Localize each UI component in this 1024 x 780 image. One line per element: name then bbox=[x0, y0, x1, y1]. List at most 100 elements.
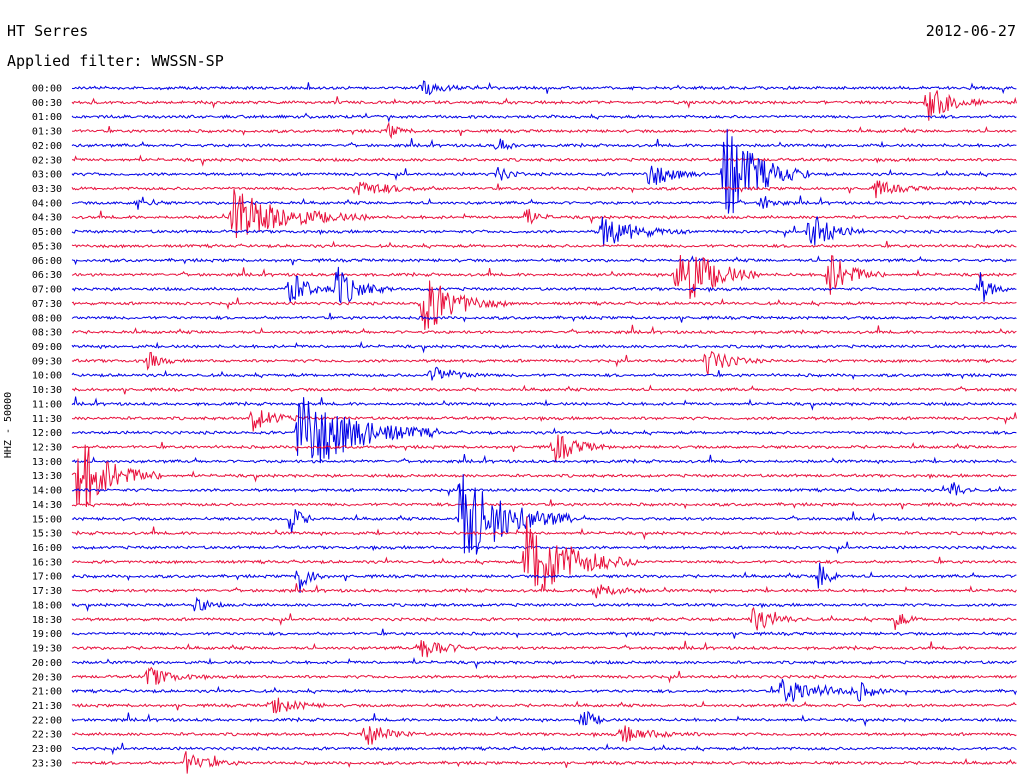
trace-row bbox=[71, 482, 1017, 497]
trace-row bbox=[71, 280, 1017, 330]
trace-row bbox=[71, 410, 1017, 432]
trace-row bbox=[71, 541, 1017, 555]
row-labels: 00:00 00:30 01:00 01:30 02:00 02:30 03:00 03:30… bbox=[32, 84, 62, 770]
row-label: 21:00 bbox=[32, 687, 62, 698]
row-label: 20:00 bbox=[32, 658, 62, 669]
row-label: 10:00 bbox=[32, 371, 62, 382]
trace-row bbox=[71, 526, 1017, 541]
trace-row bbox=[71, 90, 1017, 121]
trace-row bbox=[71, 180, 1017, 199]
row-label: 02:00 bbox=[32, 141, 62, 152]
row-label: 17:30 bbox=[32, 586, 62, 597]
trace-row bbox=[71, 474, 1017, 555]
trace-row bbox=[71, 640, 1017, 658]
row-label: 22:30 bbox=[32, 730, 62, 741]
row-label: 14:00 bbox=[32, 486, 62, 497]
row-label: 15:00 bbox=[32, 514, 62, 525]
seismic-traces bbox=[71, 80, 1017, 774]
trace-row bbox=[71, 751, 1017, 774]
row-label: 07:00 bbox=[32, 285, 62, 296]
trace-row bbox=[71, 434, 1017, 463]
row-label: 18:30 bbox=[32, 615, 62, 626]
trace-row bbox=[71, 562, 1017, 593]
trace-row bbox=[71, 351, 1017, 375]
row-label: 23:00 bbox=[32, 744, 62, 755]
row-label: 19:30 bbox=[32, 644, 62, 655]
trace-row bbox=[71, 725, 1017, 745]
trace-row bbox=[71, 240, 1017, 250]
row-label: 19:00 bbox=[32, 629, 62, 640]
trace-row bbox=[71, 80, 1017, 96]
trace-row bbox=[71, 666, 1017, 685]
row-label: 11:00 bbox=[32, 399, 62, 410]
row-label: 08:00 bbox=[32, 313, 62, 324]
trace-row bbox=[71, 396, 1017, 411]
trace-row bbox=[71, 656, 1017, 670]
row-label: 16:00 bbox=[32, 543, 62, 554]
trace-row bbox=[71, 312, 1017, 323]
row-label: 14:30 bbox=[32, 500, 62, 511]
trace-row bbox=[71, 444, 1017, 508]
record-date: 2012-06-27 bbox=[925, 22, 1016, 40]
row-label: 08:30 bbox=[32, 328, 62, 339]
row-label: 07:30 bbox=[32, 299, 62, 310]
trace-row bbox=[71, 384, 1017, 395]
row-label: 13:00 bbox=[32, 457, 62, 468]
trace-row bbox=[71, 195, 1017, 210]
trace-row bbox=[71, 454, 1017, 465]
row-label: 12:00 bbox=[32, 428, 62, 439]
trace-row bbox=[71, 516, 1017, 590]
trace-row bbox=[71, 583, 1017, 599]
row-label: 23:30 bbox=[32, 758, 62, 769]
trace-row bbox=[71, 112, 1017, 123]
row-label: 09:30 bbox=[32, 356, 62, 367]
row-label: 06:00 bbox=[32, 256, 62, 267]
row-label: 22:00 bbox=[32, 715, 62, 726]
row-label: 04:00 bbox=[32, 198, 62, 209]
trace-row bbox=[71, 138, 1017, 151]
trace-row bbox=[71, 216, 1017, 247]
trace-row bbox=[71, 499, 1017, 510]
row-label: 13:30 bbox=[32, 471, 62, 482]
row-label: 17:00 bbox=[32, 572, 62, 583]
row-label: 12:30 bbox=[32, 443, 62, 454]
row-label: 18:00 bbox=[32, 600, 62, 611]
trace-row bbox=[71, 128, 1017, 214]
trace-row bbox=[71, 255, 1017, 266]
row-label: 03:00 bbox=[32, 170, 62, 181]
station-name: HT Serres bbox=[7, 22, 89, 40]
trace-row bbox=[71, 266, 1017, 304]
row-label: 20:30 bbox=[32, 672, 62, 683]
trace-row bbox=[71, 340, 1017, 354]
row-label: 03:30 bbox=[32, 184, 62, 195]
row-label: 06:30 bbox=[32, 270, 62, 281]
trace-row bbox=[71, 628, 1017, 639]
row-label: 00:30 bbox=[32, 98, 62, 109]
filter-label: Applied filter: WWSSN-SP bbox=[7, 52, 224, 70]
trace-row bbox=[71, 606, 1017, 631]
row-label: 01:00 bbox=[32, 112, 62, 123]
row-label: 16:30 bbox=[32, 557, 62, 568]
trace-row bbox=[71, 254, 1017, 299]
trace-row bbox=[71, 710, 1017, 727]
row-label: 00:00 bbox=[32, 84, 62, 95]
row-label: 02:30 bbox=[32, 155, 62, 166]
row-label: 05:00 bbox=[32, 227, 62, 238]
row-label: 09:00 bbox=[32, 342, 62, 353]
trace-row bbox=[71, 366, 1017, 381]
trace-row bbox=[71, 596, 1017, 612]
trace-row bbox=[71, 324, 1017, 335]
trace-row bbox=[71, 742, 1017, 756]
trace-row bbox=[71, 697, 1017, 714]
trace-row bbox=[71, 188, 1017, 239]
row-label: 01:30 bbox=[32, 127, 62, 138]
trace-row bbox=[71, 121, 1017, 140]
row-label: 05:30 bbox=[32, 241, 62, 252]
trace-row bbox=[71, 397, 1017, 464]
row-label: 11:30 bbox=[32, 414, 62, 425]
row-label: 10:30 bbox=[32, 385, 62, 396]
trace-row bbox=[71, 679, 1017, 703]
row-label: 21:30 bbox=[32, 701, 62, 712]
row-label: 15:30 bbox=[32, 529, 62, 540]
